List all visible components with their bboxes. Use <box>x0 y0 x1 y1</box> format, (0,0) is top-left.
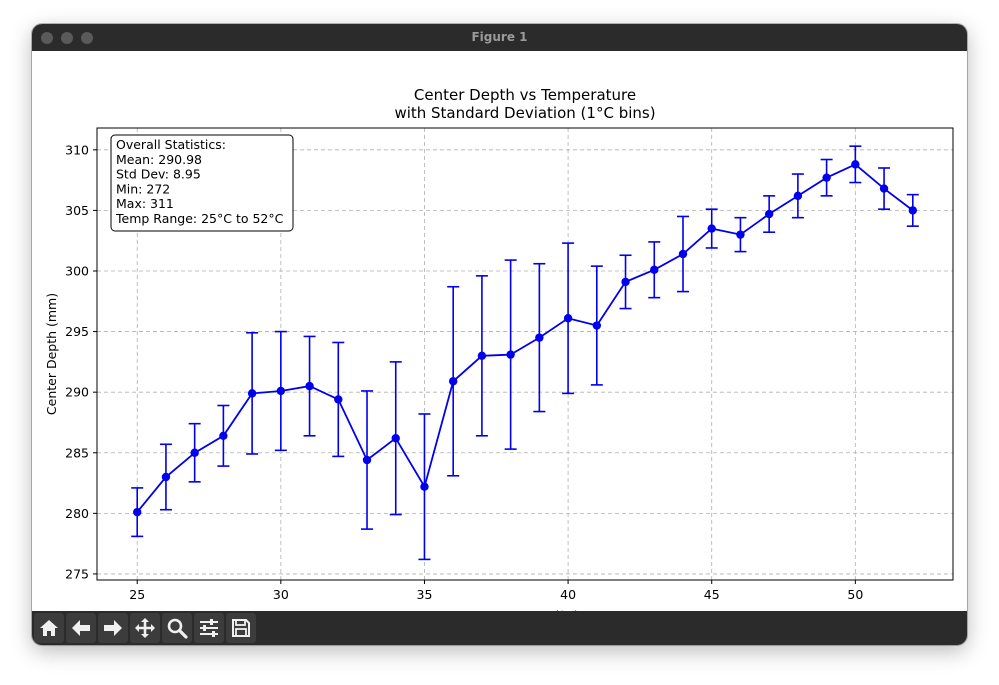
stats-line: Mean: 290.98 <box>116 152 202 167</box>
y-tick-label: 295 <box>65 324 89 339</box>
data-point <box>247 389 257 398</box>
figure-canvas[interactable]: 25 30 35 40 45 50 275 280 285 290 295 300 305 310 Temp… <box>32 51 967 611</box>
close-window-button[interactable] <box>41 32 53 44</box>
data-point <box>362 455 372 465</box>
data-point <box>190 448 199 457</box>
data-point <box>334 395 343 404</box>
data-point <box>851 160 860 169</box>
data-point <box>764 209 774 219</box>
zoom-button[interactable] <box>162 613 192 643</box>
data-point <box>621 277 630 287</box>
home-icon <box>40 620 58 636</box>
data-point <box>448 377 458 386</box>
configure-subplots-icon <box>200 619 218 637</box>
stats-line: Temp Range: 25°C to 52°C <box>115 211 284 226</box>
forward-button[interactable] <box>98 613 128 643</box>
x-tick-label: 40 <box>560 587 576 602</box>
y-tick-label: 280 <box>65 506 89 521</box>
y-tick-label: 310 <box>65 142 89 157</box>
data-point <box>908 206 917 215</box>
x-tick-label: 50 <box>847 587 863 602</box>
save-icon <box>232 619 250 637</box>
x-tick-label: 45 <box>704 587 720 602</box>
back-button[interactable] <box>66 613 96 643</box>
y-tick-label: 305 <box>65 203 89 218</box>
data-point <box>219 431 228 440</box>
stats-line: Max: 311 <box>116 196 174 211</box>
data-point <box>563 314 573 323</box>
data-point <box>650 265 659 274</box>
chart-title: Center Depth vs Temperature <box>414 86 636 104</box>
data-point <box>535 333 544 342</box>
data-point <box>506 350 515 359</box>
minimize-window-button[interactable] <box>61 32 73 44</box>
save-button[interactable] <box>226 613 256 643</box>
pan-button[interactable] <box>130 613 160 643</box>
data-point <box>879 184 889 193</box>
series-line <box>136 163 914 513</box>
maximize-window-button[interactable] <box>81 32 93 44</box>
stats-line: Std Dev: 8.95 <box>116 167 201 182</box>
data-point <box>822 173 831 182</box>
data-point <box>133 507 142 517</box>
y-tick-label: 300 <box>65 263 89 278</box>
data-point <box>707 224 716 233</box>
x-axis-label: Temperature (°C) <box>470 608 579 611</box>
chart-subtitle: with Standard Deviation (1°C bins) <box>394 104 655 122</box>
x-tick-label: 30 <box>273 587 289 602</box>
data-point <box>420 482 429 491</box>
home-button[interactable] <box>34 613 64 643</box>
data-point <box>736 230 745 239</box>
y-tick-label: 290 <box>65 385 89 400</box>
chart: 25 30 35 40 45 50 275 280 285 290 295 300 305 310 Temp… <box>44 86 954 611</box>
configure-subplots-button[interactable] <box>194 613 224 643</box>
back-arrow-icon <box>72 620 90 636</box>
title-bar: Figure 1 <box>32 24 967 51</box>
data-point <box>391 434 400 443</box>
navigation-toolbar <box>32 611 967 645</box>
plot-frame <box>96 127 954 581</box>
data-point <box>305 381 314 391</box>
stats-line: Min: 272 <box>116 181 170 196</box>
data-point <box>276 386 286 396</box>
data-point <box>678 249 688 259</box>
data-point <box>477 351 487 361</box>
figure-window: Figure 1 25 30 35 40 45 50 275 280 285 290 295 300 3… <box>32 24 967 645</box>
pan-icon <box>135 618 155 638</box>
y-tick-label: 285 <box>65 445 89 460</box>
y-tick-label: 275 <box>65 566 89 581</box>
y-axis-label: Center Depth (mm) <box>44 293 59 415</box>
x-tick-label: 25 <box>129 587 145 602</box>
forward-arrow-icon <box>104 620 122 636</box>
x-tick-label: 35 <box>417 587 433 602</box>
data-point <box>161 472 171 482</box>
zoom-icon <box>167 618 188 639</box>
data-point <box>793 191 803 201</box>
stats-line: Overall Statistics: <box>116 137 226 152</box>
data-point <box>592 321 602 330</box>
stats-box <box>110 134 294 232</box>
window-title: Figure 1 <box>471 30 528 44</box>
